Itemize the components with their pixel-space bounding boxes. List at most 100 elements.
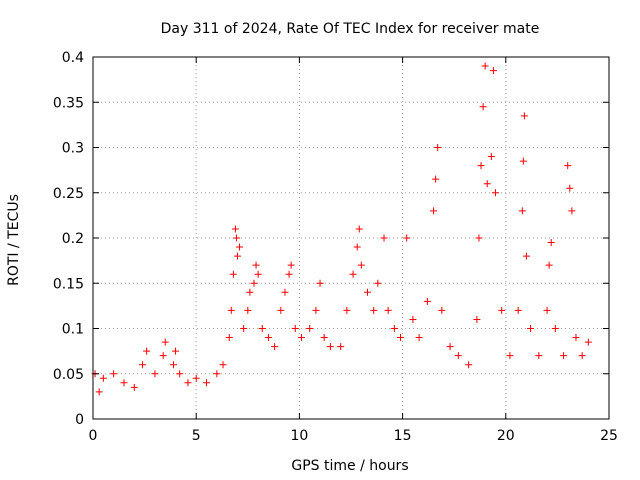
data-point (95, 388, 103, 396)
data-point (568, 207, 576, 215)
data-point (176, 370, 184, 378)
data-point (291, 325, 299, 332)
data-point (545, 261, 553, 269)
data-point (312, 306, 320, 314)
data-point (454, 352, 462, 360)
data-point (357, 261, 365, 269)
data-point (320, 334, 328, 342)
data-point (306, 325, 314, 332)
data-point (353, 243, 361, 251)
data-point (415, 334, 423, 342)
data-point (264, 334, 272, 342)
data-point (584, 338, 592, 346)
y-tick-label: 0.1 (62, 322, 84, 338)
data-point (498, 306, 506, 314)
data-point (139, 361, 147, 369)
data-point (143, 347, 151, 355)
data-point (285, 270, 293, 278)
data-point (403, 234, 411, 242)
data-point (446, 343, 454, 351)
data-point (380, 234, 388, 242)
data-point (535, 352, 543, 360)
data-point (213, 370, 221, 378)
data-point (271, 343, 279, 351)
data-point (566, 184, 574, 192)
y-tick-label: 0.2 (62, 231, 84, 247)
data-point (390, 325, 398, 332)
x-tick-label: 0 (89, 428, 98, 444)
data-point (110, 370, 118, 378)
data-point (161, 338, 169, 346)
data-point (343, 306, 351, 314)
data-point (547, 239, 555, 247)
data-point (572, 334, 580, 342)
data-point (192, 374, 200, 382)
data-point (487, 153, 495, 161)
y-axis-label: ROTI / TECUs (6, 194, 22, 286)
y-tick-label: 0.15 (53, 276, 84, 292)
data-point (430, 207, 438, 215)
data-point (397, 334, 405, 342)
data-point (232, 234, 240, 242)
data-point (337, 343, 345, 351)
x-axis-label: GPS time / hours (291, 458, 408, 474)
data-point (518, 207, 526, 215)
x-tick-label: 25 (600, 428, 618, 444)
data-point (233, 252, 241, 260)
data-points (91, 62, 592, 396)
x-tick-label: 15 (394, 428, 412, 444)
data-point (370, 306, 378, 314)
axis-ticks: 0 5 10 15 20 25 0 0.05 0.1 0.15 0.2 0.25 0.3 0.35 0.4 (53, 50, 618, 444)
data-point (229, 270, 237, 278)
data-point (564, 162, 572, 170)
x-tick-label: 10 (290, 428, 308, 444)
data-point (240, 325, 248, 332)
y-tick-label: 0.25 (53, 186, 84, 202)
data-point (231, 225, 239, 233)
data-point (560, 352, 568, 360)
y-tick-label: 0 (75, 412, 84, 428)
x-tick-label: 20 (497, 428, 515, 444)
data-point (258, 325, 266, 332)
grid (93, 57, 609, 419)
data-point (227, 306, 235, 314)
data-point (297, 334, 305, 342)
data-point (130, 383, 138, 391)
data-point (236, 243, 244, 251)
data-point (219, 361, 227, 369)
data-point (244, 306, 252, 314)
data-point (184, 379, 192, 387)
y-tick-label: 0.4 (62, 50, 84, 66)
data-point (551, 325, 559, 332)
data-point (225, 334, 233, 342)
data-point (384, 306, 392, 314)
y-tick-label: 0.3 (62, 141, 84, 157)
data-point (120, 379, 128, 387)
data-point (483, 180, 491, 188)
data-point (151, 370, 159, 378)
data-point (159, 352, 167, 360)
data-point (473, 315, 481, 323)
data-point (578, 352, 586, 360)
x-tick-label: 5 (192, 428, 201, 444)
data-point (409, 315, 417, 323)
data-point (434, 144, 442, 151)
data-point (520, 112, 528, 120)
data-point (491, 189, 499, 197)
data-point (374, 279, 382, 287)
chart-title: Day 311 of 2024, Rate Of TEC Index for r… (161, 21, 540, 37)
data-point (438, 306, 446, 314)
data-point (432, 175, 440, 183)
data-point (527, 325, 535, 332)
data-point (355, 225, 363, 233)
data-point (252, 261, 260, 269)
data-point (316, 279, 324, 287)
data-point (169, 361, 177, 369)
data-point (250, 279, 258, 287)
data-point (99, 374, 107, 382)
data-point (465, 361, 473, 369)
data-point (281, 288, 289, 296)
data-point (277, 306, 285, 314)
data-point (254, 270, 262, 278)
